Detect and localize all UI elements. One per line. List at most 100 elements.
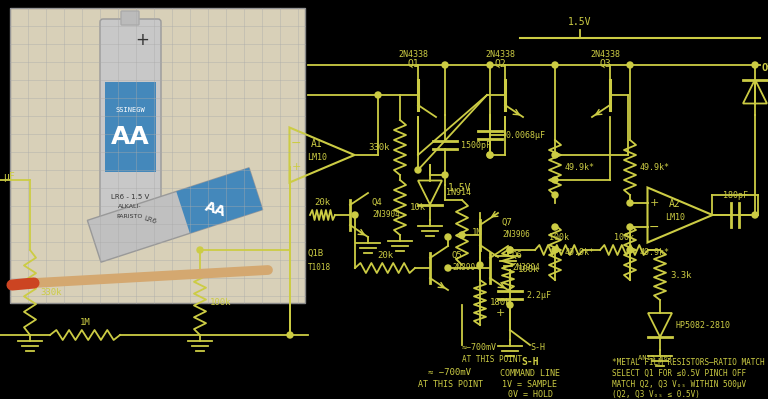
Text: 1M: 1M [80, 318, 91, 327]
Circle shape [627, 200, 633, 206]
Text: 100k: 100k [549, 233, 569, 242]
Text: 2N4338: 2N4338 [590, 50, 620, 59]
Circle shape [197, 247, 203, 253]
Circle shape [552, 62, 558, 68]
Text: +: + [135, 31, 149, 49]
Text: Q6: Q6 [512, 251, 523, 260]
Circle shape [552, 177, 558, 183]
Text: Q3: Q3 [599, 59, 611, 69]
Text: 0V = HOLD: 0V = HOLD [508, 390, 552, 399]
Circle shape [487, 62, 493, 68]
Text: μF: μF [3, 172, 15, 182]
Text: MATCH Q2, Q3 Vₒₛ WITHIN 500μV: MATCH Q2, Q3 Vₒₛ WITHIN 500μV [612, 380, 746, 389]
Text: A1: A1 [311, 139, 323, 149]
Text: 49.9k*: 49.9k* [565, 248, 595, 257]
Text: 2N3904: 2N3904 [372, 210, 400, 219]
Text: LR6: LR6 [143, 215, 157, 225]
Circle shape [445, 234, 451, 240]
Circle shape [627, 224, 633, 230]
Text: S-H: S-H [521, 357, 539, 367]
Text: 1N914: 1N914 [446, 188, 471, 197]
Circle shape [445, 265, 451, 271]
Circle shape [507, 302, 513, 308]
Text: 10k: 10k [410, 203, 426, 212]
Circle shape [552, 192, 558, 198]
Circle shape [552, 247, 558, 253]
Text: ≈ −700mV: ≈ −700mV [429, 368, 472, 377]
Text: HP5082-2810: HP5082-2810 [676, 320, 731, 330]
Circle shape [459, 232, 465, 238]
Text: AA: AA [203, 200, 227, 220]
Text: AA: AA [111, 125, 149, 149]
Circle shape [627, 62, 633, 68]
Text: 2N3906: 2N3906 [502, 230, 530, 239]
Circle shape [552, 224, 558, 230]
Text: 180pF: 180pF [723, 191, 747, 200]
Text: 2N4338: 2N4338 [398, 50, 428, 59]
Text: 1V = SAMPLE: 1V = SAMPLE [502, 380, 558, 389]
Circle shape [752, 212, 758, 218]
Text: Q4: Q4 [372, 198, 382, 207]
Text: AT THIS POINT: AT THIS POINT [462, 355, 522, 364]
Text: −: − [291, 136, 301, 150]
Text: 49.9k*: 49.9k* [565, 163, 595, 172]
Text: 330k: 330k [369, 143, 390, 152]
Text: SSINEGW: SSINEGW [115, 107, 145, 113]
Text: 2N4338: 2N4338 [485, 50, 515, 59]
Text: 49.9k*: 49.9k* [640, 163, 670, 172]
Text: Q1B: Q1B [308, 249, 324, 258]
Circle shape [287, 332, 293, 338]
Circle shape [415, 167, 421, 173]
Circle shape [752, 62, 758, 68]
Circle shape [442, 172, 448, 178]
Text: T1018: T1018 [308, 263, 331, 272]
Circle shape [627, 247, 633, 253]
Text: AN15 F07: AN15 F07 [638, 355, 672, 361]
Text: Q2: Q2 [494, 59, 506, 69]
Text: *METAL FILM RESISTORS—RATIO MATCH 0.05%: *METAL FILM RESISTORS—RATIO MATCH 0.05% [612, 358, 768, 367]
Text: 49.9k*: 49.9k* [640, 248, 670, 257]
Polygon shape [177, 168, 263, 233]
Text: 1.5V: 1.5V [568, 17, 592, 27]
Bar [10, 8, 305, 303]
Text: COMMAND LINE: COMMAND LINE [500, 369, 560, 378]
Circle shape [507, 247, 513, 253]
Text: 20k: 20k [314, 198, 330, 207]
Text: SELECT Q1 FOR ≤0.5V PINCH OFF: SELECT Q1 FOR ≤0.5V PINCH OFF [612, 369, 746, 378]
Polygon shape [88, 168, 263, 262]
Text: 100k: 100k [614, 233, 634, 242]
Text: 1500pF: 1500pF [461, 140, 491, 150]
Circle shape [507, 247, 513, 253]
Text: 100k: 100k [210, 298, 231, 307]
Text: ALKALI-: ALKALI- [118, 205, 142, 209]
Text: +: + [649, 198, 659, 208]
Circle shape [487, 152, 493, 158]
Circle shape [487, 152, 493, 158]
Text: LR6 - 1.5 V: LR6 - 1.5 V [111, 194, 149, 200]
Circle shape [477, 262, 483, 268]
Text: 1M: 1M [472, 228, 483, 237]
Text: LM10: LM10 [307, 153, 327, 162]
Text: S-H: S-H [530, 343, 545, 352]
Text: Q1: Q1 [407, 59, 419, 69]
Text: 2N3904: 2N3904 [452, 263, 480, 272]
Text: 180k: 180k [490, 298, 511, 307]
Circle shape [552, 152, 558, 158]
Text: −: − [649, 221, 659, 233]
Text: PARISTO: PARISTO [117, 213, 143, 219]
Text: OUTPUT: OUTPUT [762, 63, 768, 73]
Text: 2.2μF: 2.2μF [526, 290, 551, 300]
Text: ≈−700mV: ≈−700mV [462, 343, 497, 352]
Text: (Q2, Q3 Vₒₛ ≤ 0.5V): (Q2, Q3 Vₒₛ ≤ 0.5V) [612, 390, 700, 399]
Text: 1.5V: 1.5V [448, 183, 472, 193]
Text: Q5: Q5 [452, 251, 463, 260]
Circle shape [352, 212, 358, 218]
FancyBboxPatch shape [100, 19, 161, 225]
Circle shape [442, 62, 448, 68]
Text: 100k: 100k [518, 265, 539, 275]
Circle shape [375, 92, 381, 98]
Text: 330k: 330k [40, 288, 61, 297]
Text: 3.3k: 3.3k [670, 271, 691, 280]
Text: 0.0068μF: 0.0068μF [506, 130, 546, 140]
Text: 2N3904: 2N3904 [512, 263, 540, 272]
